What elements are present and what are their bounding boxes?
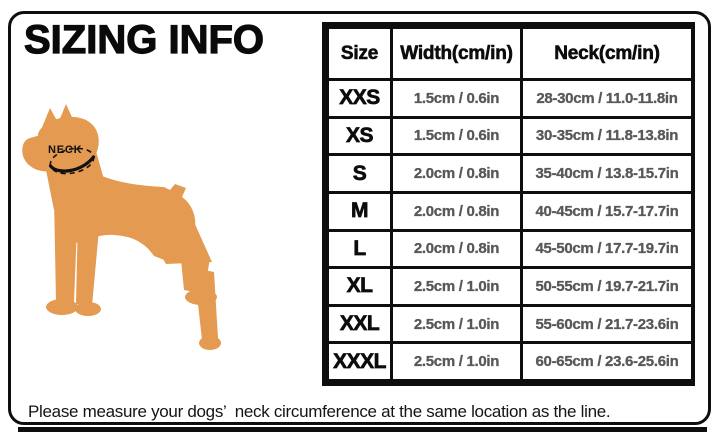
rounded-border-frame bbox=[8, 11, 711, 425]
width-cell: 1.5cm / 0.6in bbox=[390, 115, 523, 157]
neck-cell: 35-40cm / 13.8-15.7in bbox=[520, 153, 694, 194]
header-neck: Neck(cm/in) bbox=[520, 26, 694, 81]
size-cell: XS bbox=[326, 115, 393, 157]
size-cell: XXXL bbox=[326, 341, 393, 382]
size-cell: L bbox=[326, 228, 393, 270]
size-cell: XXL bbox=[326, 303, 393, 345]
neck-cell: 28-30cm / 11.0-11.8in bbox=[520, 78, 694, 119]
size-cell: XL bbox=[326, 266, 393, 307]
table-row: XS 1.5cm / 0.6in 30-35cm / 11.8-13.8in bbox=[326, 115, 694, 157]
neck-cell: 55-60cm / 21.7-23.6in bbox=[520, 303, 694, 345]
bottom-edge-strip bbox=[18, 427, 707, 432]
table-header-row: Size Width(cm/in) Neck(cm/in) bbox=[326, 26, 694, 81]
table-row: XXS 1.5cm / 0.6in 28-30cm / 11.0-11.8in bbox=[326, 78, 694, 119]
neck-label: NECK bbox=[48, 144, 82, 156]
neck-cell: 30-35cm / 11.8-13.8in bbox=[520, 115, 694, 157]
width-cell: 1.5cm / 0.6in bbox=[390, 78, 523, 119]
table-row: XXL 2.5cm / 1.0in 55-60cm / 21.7-23.6in bbox=[326, 303, 694, 345]
sizing-table: Size Width(cm/in) Neck(cm/in) XXS 1.5cm … bbox=[322, 22, 695, 386]
width-cell: 2.0cm / 0.8in bbox=[390, 190, 523, 232]
dog-hind-paw-far bbox=[199, 336, 221, 350]
dog-front-leg-far bbox=[76, 212, 100, 306]
table-row: M 2.0cm / 0.8in 40-45cm / 15.7-17.7in bbox=[326, 190, 694, 232]
neck-cell: 60-65cm / 23.6-25.6in bbox=[520, 341, 694, 382]
header-width: Width(cm/in) bbox=[390, 26, 523, 81]
table-row: XXXL 2.5cm / 1.0in 60-65cm / 23.6-25.6in bbox=[326, 341, 694, 382]
neck-cell: 40-45cm / 15.7-17.7in bbox=[520, 190, 694, 232]
width-cell: 2.0cm / 0.8in bbox=[390, 228, 523, 270]
size-cell: M bbox=[326, 190, 393, 232]
size-cell: S bbox=[326, 153, 393, 194]
neck-cell: 50-55cm / 19.7-21.7in bbox=[520, 266, 694, 307]
width-cell: 2.5cm / 1.0in bbox=[390, 341, 523, 382]
table-row: XL 2.5cm / 1.0in 50-55cm / 19.7-21.7in bbox=[326, 266, 694, 307]
dog-front-paw-near bbox=[46, 299, 78, 315]
dog-illustration: NECK bbox=[20, 100, 240, 400]
dog-hind-thigh bbox=[148, 222, 212, 264]
dog-silhouette: NECK bbox=[22, 104, 221, 350]
table-row: S 2.0cm / 0.8in 35-40cm / 13.8-15.7in bbox=[326, 153, 694, 194]
width-cell: 2.0cm / 0.8in bbox=[390, 153, 523, 194]
collar-solid-line bbox=[48, 155, 96, 173]
neck-cell: 45-50cm / 17.7-19.7in bbox=[520, 228, 694, 270]
width-cell: 2.5cm / 1.0in bbox=[390, 303, 523, 345]
page-title: SIZING INFO bbox=[23, 17, 264, 62]
dog-front-paw-far bbox=[75, 302, 101, 316]
dog-hind-leg-far bbox=[194, 268, 218, 340]
table-row: L 2.0cm / 0.8in 45-50cm / 17.7-19.7in bbox=[326, 228, 694, 270]
width-cell: 2.5cm / 1.0in bbox=[390, 266, 523, 307]
size-cell: XXS bbox=[326, 78, 393, 119]
dog-front-leg-near bbox=[54, 196, 78, 302]
header-size: Size bbox=[326, 26, 393, 81]
caption-text: Please measure your dogs’ neck circumfer… bbox=[28, 402, 611, 421]
